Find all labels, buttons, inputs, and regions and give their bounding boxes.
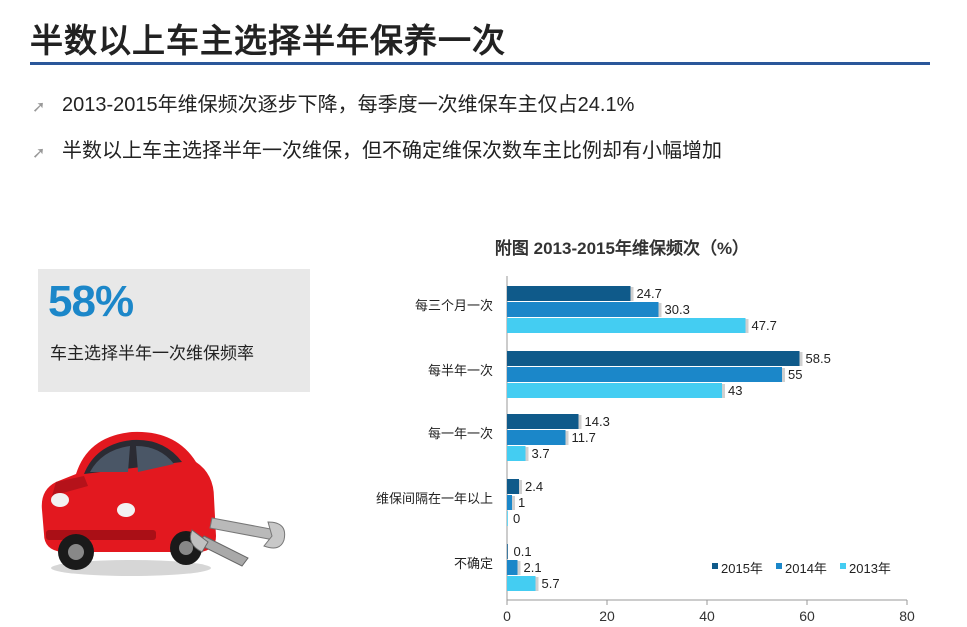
stat-value: 58% (48, 277, 134, 326)
bar-shadow (512, 496, 515, 510)
bar-1-1 (507, 367, 782, 382)
bar-3-1 (507, 495, 512, 510)
data-label: 58.5 (806, 351, 831, 366)
category-label: 每三个月一次 (415, 298, 493, 313)
bar-4-2 (507, 576, 536, 591)
x-tick-label: 60 (799, 608, 815, 624)
data-label: 5.7 (542, 576, 560, 591)
stat-callout: 58% 车主选择半年一次维保频率 (38, 269, 310, 392)
data-label: 14.3 (585, 414, 610, 429)
bar-4-1 (507, 560, 518, 575)
data-label: 2.4 (525, 479, 543, 494)
data-label: 3.7 (532, 446, 550, 461)
legend-swatch (776, 563, 782, 569)
bar-4-0 (507, 544, 508, 559)
bullet-list: ➚ 2013-2015年维保频次逐步下降，每季度一次维保车主仅占24.1% ➚ … (30, 90, 722, 182)
stat-label: 车主选择半年一次维保频率 (50, 344, 254, 363)
bar-shadow (517, 561, 521, 575)
data-label: 47.7 (752, 318, 777, 333)
data-label: 0.1 (514, 544, 532, 559)
x-tick-label: 0 (503, 608, 511, 624)
legend-swatch (712, 563, 718, 569)
legend-label: 2015年 (721, 561, 763, 576)
bar-shadow (578, 415, 582, 429)
category-label: 每一年一次 (428, 426, 493, 441)
car-icon (41, 431, 217, 576)
bar-3-2 (507, 511, 508, 526)
bullet-item: ➚ 半数以上车主选择半年一次维保，但不确定维保次数车主比例却有小幅增加 (30, 136, 722, 182)
data-label: 11.7 (572, 430, 596, 445)
data-label: 24.7 (637, 286, 662, 301)
category-label: 每半年一次 (428, 363, 493, 378)
x-tick-label: 20 (599, 608, 615, 624)
bar-shadow (799, 352, 803, 366)
bullet-item: ➚ 2013-2015年维保频次逐步下降，每季度一次维保车主仅占24.1% (30, 90, 722, 136)
page-title: 半数以上车主选择半年保养一次 (30, 22, 506, 59)
bar-shadow (658, 303, 662, 317)
bar-shadow (745, 319, 749, 333)
bar-0-0 (507, 286, 631, 301)
data-label: 30.3 (665, 302, 690, 317)
x-tick-label: 40 (699, 608, 715, 624)
bar-shadow (535, 577, 539, 591)
category-label: 维保间隔在一年以上 (376, 491, 493, 506)
data-label: 1 (518, 495, 525, 510)
bar-shadow (630, 287, 634, 301)
bar-shadow (519, 480, 522, 494)
arrow-icon: ➚ (32, 145, 46, 162)
bar-2-2 (507, 446, 526, 461)
x-tick-label: 80 (899, 608, 915, 624)
legend-swatch (840, 563, 846, 569)
bullet-text: 半数以上车主选择半年一次维保，但不确定维保次数车主比例却有小幅增加 (62, 140, 722, 162)
bar-1-2 (507, 383, 722, 398)
bar-shadow (565, 431, 569, 445)
bar-0-1 (507, 302, 659, 317)
car-illustration (41, 431, 286, 576)
chart-title: 附图 2013-2015年维保频次（%） (495, 238, 749, 258)
data-label: 2.1 (524, 560, 542, 575)
bar-1-0 (507, 351, 800, 366)
bar-shadow (782, 368, 785, 382)
bar-shadow (525, 447, 529, 461)
arrow-icon: ➚ (32, 99, 46, 116)
data-label: 43 (728, 383, 742, 398)
bullet-text: 2013-2015年维保频次逐步下降，每季度一次维保车主仅占24.1% (62, 94, 635, 116)
data-label: 55 (788, 367, 802, 382)
bar-shadow (722, 384, 725, 398)
category-label: 不确定 (454, 556, 493, 571)
legend-label: 2013年 (849, 561, 891, 576)
bar-0-2 (507, 318, 746, 333)
wrench-icon (189, 517, 286, 567)
data-label: 0 (513, 511, 520, 526)
bar-2-1 (507, 430, 566, 445)
bar-3-0 (507, 479, 519, 494)
legend-label: 2014年 (785, 561, 827, 576)
title-divider (30, 62, 930, 65)
bar-2-0 (507, 414, 579, 429)
